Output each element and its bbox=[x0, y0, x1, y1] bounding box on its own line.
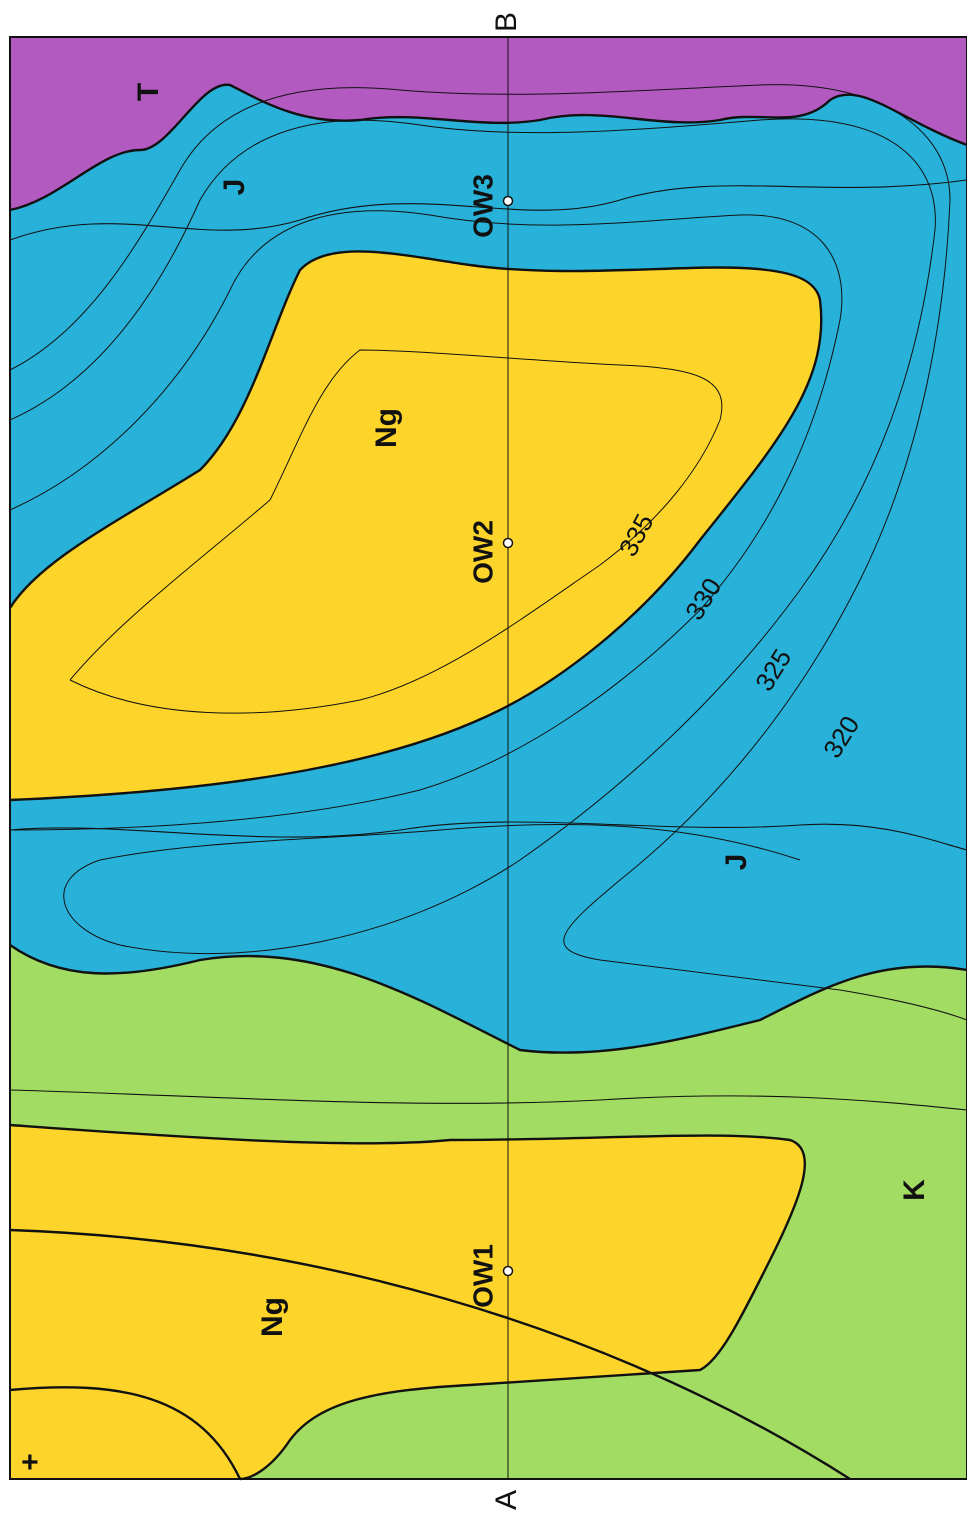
contour-line-330 bbox=[9, 210, 843, 831]
unit-t-area bbox=[10, 37, 967, 210]
contour-line-335 bbox=[69, 349, 723, 714]
unit-ng-lower-area bbox=[10, 1125, 805, 1479]
well-label-ow1: OW1 bbox=[467, 1244, 498, 1308]
structure-line-2 bbox=[9, 821, 967, 851]
section-end-label-a: A bbox=[490, 1490, 523, 1510]
contour-line-320 bbox=[9, 84, 967, 1021]
unit-label-ng-upper: Ng bbox=[370, 408, 403, 448]
unit-label-ng-lower: Ng bbox=[256, 1297, 289, 1337]
contact-t-j bbox=[9, 83, 967, 212]
contact-k-ng-lower bbox=[9, 1123, 806, 1481]
unit-label-t: T bbox=[132, 83, 165, 101]
corner-mark: + bbox=[14, 1453, 47, 1471]
contour-line-325 bbox=[9, 118, 936, 955]
well-label-ow2: OW2 bbox=[467, 520, 498, 584]
contact-j-ng-upper bbox=[8, 250, 823, 802]
section-end-label-b: B bbox=[490, 12, 523, 32]
unit-label-j-lower: J bbox=[720, 854, 753, 871]
unit-label-k: K bbox=[898, 1179, 931, 1201]
structure-line-1 bbox=[9, 179, 967, 241]
contact-j-k bbox=[9, 944, 967, 1054]
contact-ng-lower-left bbox=[9, 1386, 242, 1480]
unit-label-j-upper: J bbox=[218, 179, 251, 196]
well-label-ow3: OW3 bbox=[467, 174, 498, 238]
map-frame bbox=[9, 36, 967, 1480]
well-marker-ow1[interactable] bbox=[502, 1265, 514, 1277]
well-marker-ow3[interactable] bbox=[502, 195, 514, 207]
well-marker-ow2[interactable] bbox=[502, 537, 514, 549]
unit-ng-upper-area bbox=[10, 251, 822, 800]
contact-k-inner bbox=[9, 1228, 851, 1481]
structure-line-3 bbox=[9, 1089, 967, 1111]
